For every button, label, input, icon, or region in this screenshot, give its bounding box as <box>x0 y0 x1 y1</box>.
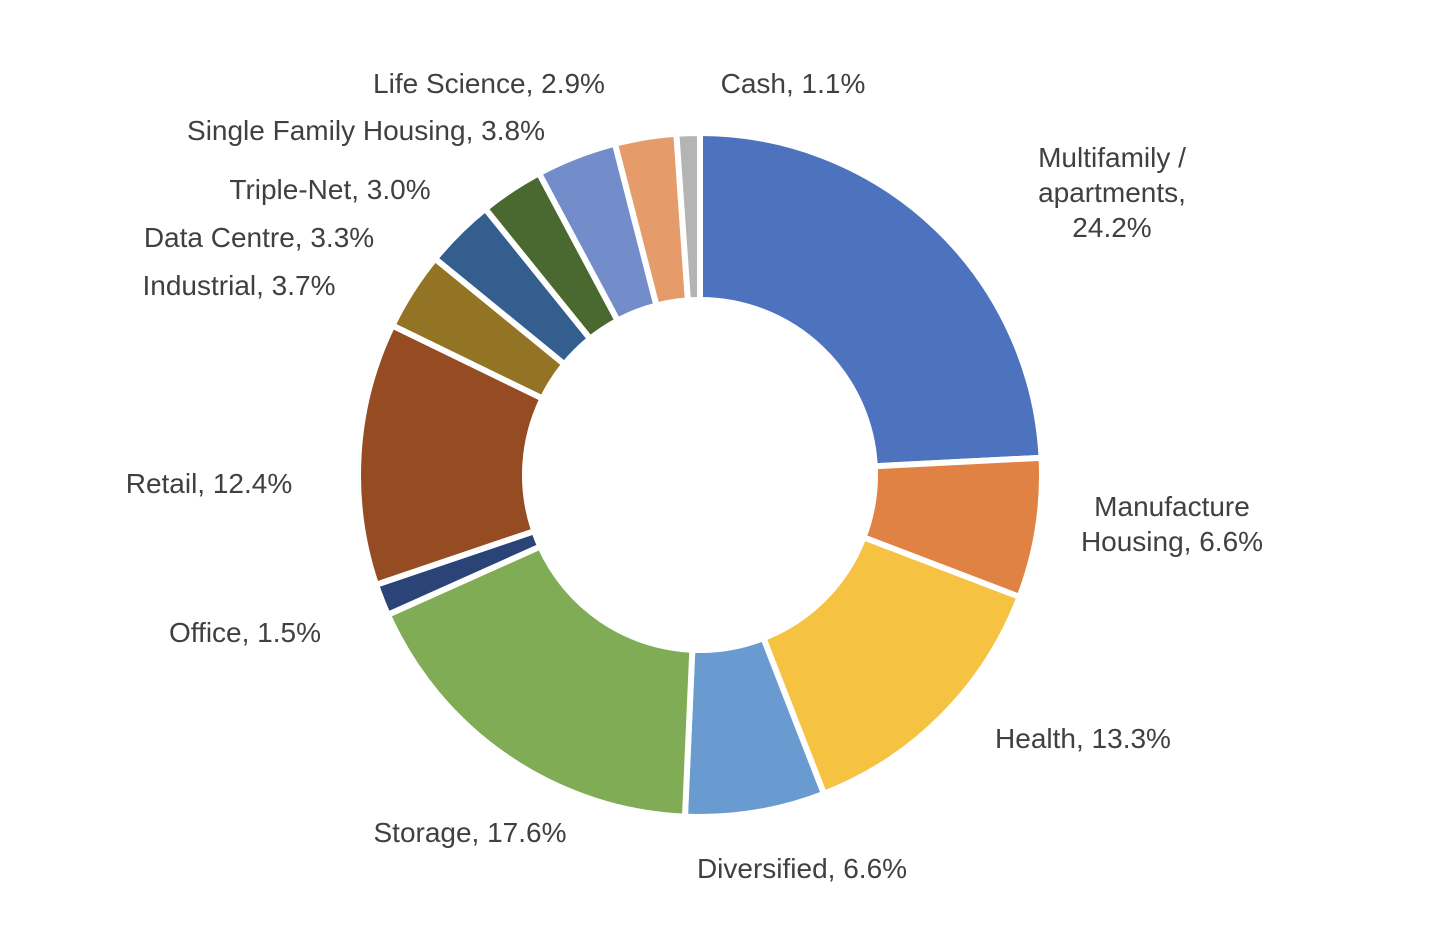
slice-retail <box>355 321 547 589</box>
data-label-health: Health, 13.3% <box>995 723 1171 754</box>
slices <box>355 129 1045 820</box>
data-label-life-science: Life Science, 2.9% <box>373 68 605 99</box>
data-label-diversified: Diversified, 6.6% <box>697 853 907 884</box>
data-label-industrial: Industrial, 3.7% <box>143 270 336 301</box>
data-label-cash: Cash, 1.1% <box>721 68 866 99</box>
data-label-triple-net: Triple-Net, 3.0% <box>229 174 430 205</box>
data-label-single-family-housing: Single Family Housing, 3.8% <box>187 115 545 146</box>
data-label-retail: Retail, 12.4% <box>126 468 293 499</box>
slice-storage <box>383 542 696 820</box>
data-label-storage: Storage, 17.6% <box>373 817 566 848</box>
labels: Multifamily / apartments, 24.2% Manufacture… <box>126 68 1263 884</box>
slice-health <box>759 533 1024 798</box>
data-label-data-centre: Data Centre, 3.3% <box>144 222 374 253</box>
data-label-manufacture-housing: Manufacture Housing, 6.6% <box>1081 491 1263 557</box>
slice-multifamily-apartments <box>697 129 1045 470</box>
data-label-multifamily-apartments: Multifamily / apartments, 24.2% <box>1038 142 1186 243</box>
slice-cash <box>673 129 703 304</box>
data-label-office: Office, 1.5% <box>169 617 321 648</box>
